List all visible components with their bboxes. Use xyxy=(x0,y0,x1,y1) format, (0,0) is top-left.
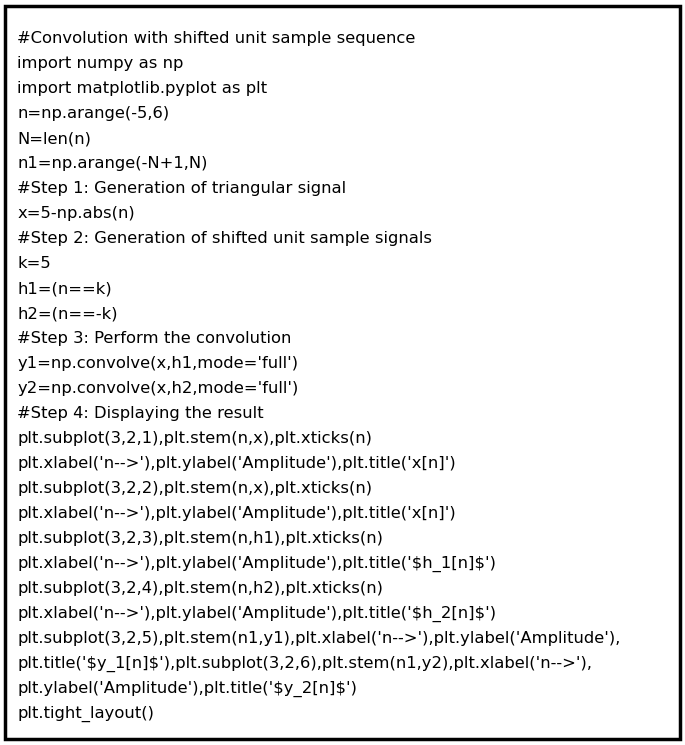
Text: n1=np.arange(-N+1,N): n1=np.arange(-N+1,N) xyxy=(17,156,208,171)
Text: plt.subplot(3,2,1),plt.stem(n,x),plt.xticks(n): plt.subplot(3,2,1),plt.stem(n,x),plt.xti… xyxy=(17,431,372,446)
Text: plt.xlabel('n-->'),plt.ylabel('Amplitude'),plt.title('$h_1[n]$'): plt.xlabel('n-->'),plt.ylabel('Amplitude… xyxy=(17,556,496,572)
Text: plt.tight_layout(): plt.tight_layout() xyxy=(17,706,154,722)
Text: k=5: k=5 xyxy=(17,256,51,271)
Text: h2=(n==-k): h2=(n==-k) xyxy=(17,306,118,321)
Text: #Step 3: Perform the convolution: #Step 3: Perform the convolution xyxy=(17,332,292,346)
Text: #Step 2: Generation of shifted unit sample signals: #Step 2: Generation of shifted unit samp… xyxy=(17,231,432,246)
Text: N=len(n): N=len(n) xyxy=(17,131,91,146)
Text: #Convolution with shifted unit sample sequence: #Convolution with shifted unit sample se… xyxy=(17,31,416,46)
Text: #Step 4: Displaying the result: #Step 4: Displaying the result xyxy=(17,406,264,421)
Text: plt.xlabel('n-->'),plt.ylabel('Amplitude'),plt.title('x[n]'): plt.xlabel('n-->'),plt.ylabel('Amplitude… xyxy=(17,507,456,522)
Text: x=5-np.abs(n): x=5-np.abs(n) xyxy=(17,206,135,221)
Text: plt.subplot(3,2,3),plt.stem(n,h1),plt.xticks(n): plt.subplot(3,2,3),plt.stem(n,h1),plt.xt… xyxy=(17,531,383,546)
Text: plt.subplot(3,2,4),plt.stem(n,h2),plt.xticks(n): plt.subplot(3,2,4),plt.stem(n,h2),plt.xt… xyxy=(17,581,383,596)
Text: y2=np.convolve(x,h2,mode='full'): y2=np.convolve(x,h2,mode='full') xyxy=(17,381,299,396)
Text: #Step 1: Generation of triangular signal: #Step 1: Generation of triangular signal xyxy=(17,181,346,196)
Text: plt.title('$y_1[n]$'),plt.subplot(3,2,6),plt.stem(n1,y2),plt.xlabel('n-->'),: plt.title('$y_1[n]$'),plt.subplot(3,2,6)… xyxy=(17,656,592,672)
Text: plt.ylabel('Amplitude'),plt.title('$y_2[n]$'): plt.ylabel('Amplitude'),plt.title('$y_2[… xyxy=(17,681,357,697)
Text: y1=np.convolve(x,h1,mode='full'): y1=np.convolve(x,h1,mode='full') xyxy=(17,356,298,371)
Text: plt.subplot(3,2,2),plt.stem(n,x),plt.xticks(n): plt.subplot(3,2,2),plt.stem(n,x),plt.xti… xyxy=(17,481,372,496)
Text: h1=(n==k): h1=(n==k) xyxy=(17,281,112,297)
Text: import numpy as np: import numpy as np xyxy=(17,56,184,71)
Text: plt.subplot(3,2,5),plt.stem(n1,y1),plt.xlabel('n-->'),plt.ylabel('Amplitude'),: plt.subplot(3,2,5),plt.stem(n1,y1),plt.x… xyxy=(17,631,621,647)
Text: import matplotlib.pyplot as plt: import matplotlib.pyplot as plt xyxy=(17,81,267,96)
Text: plt.xlabel('n-->'),plt.ylabel('Amplitude'),plt.title('x[n]'): plt.xlabel('n-->'),plt.ylabel('Amplitude… xyxy=(17,456,456,472)
Text: n=np.arange(-5,6): n=np.arange(-5,6) xyxy=(17,106,169,121)
Text: plt.xlabel('n-->'),plt.ylabel('Amplitude'),plt.title('$h_2[n]$'): plt.xlabel('n-->'),plt.ylabel('Amplitude… xyxy=(17,606,496,622)
